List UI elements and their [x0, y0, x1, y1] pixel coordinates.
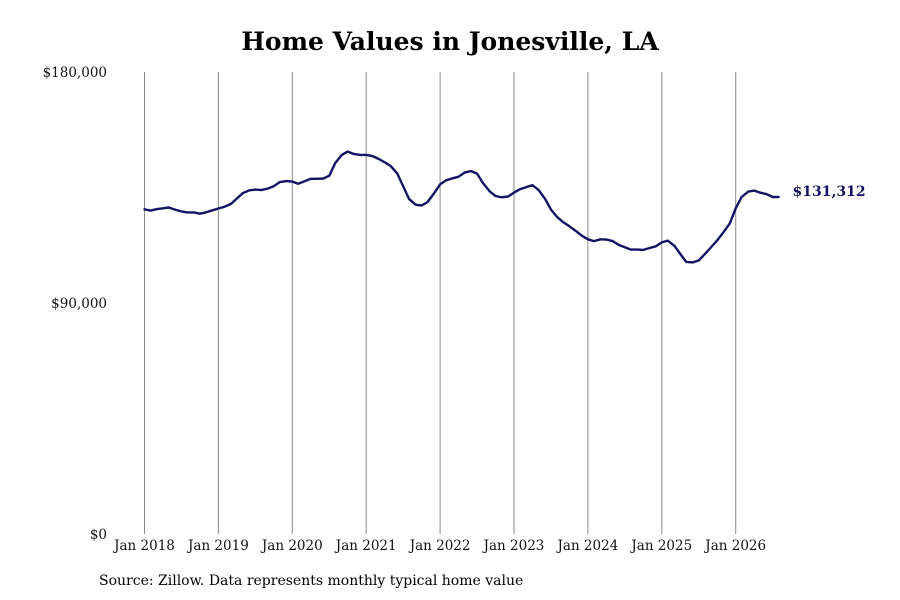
end-value-label: $131,312 [793, 184, 866, 200]
x-tick-label: Jan 2018 [112, 538, 175, 554]
x-tick-label: Jan 2023 [482, 538, 545, 554]
x-tick-label: Jan 2020 [260, 538, 323, 554]
x-tick-label: Jan 2021 [334, 538, 397, 554]
x-tick-label: Jan 2022 [408, 538, 471, 554]
x-tick-label: Jan 2026 [703, 538, 766, 554]
chart-title: Home Values in Jonesville, LA [241, 27, 659, 56]
x-tick-label: Jan 2024 [555, 538, 618, 554]
gridlines [144, 72, 737, 534]
y-tick-label: $0 [90, 527, 107, 543]
y-tick-label: $90,000 [51, 296, 107, 312]
source-note: Source: Zillow. Data represents monthly … [99, 573, 524, 589]
series [143, 150, 780, 264]
y-tick-label: $180,000 [43, 65, 107, 81]
y-axis: $0 $90,000 $180,000 [43, 65, 107, 543]
x-tick-label: Jan 2025 [629, 538, 692, 554]
x-tick-label: Jan 2019 [186, 538, 249, 554]
x-axis: Jan 2018 Jan 2019 Jan 2020 Jan 2021 Jan 2022… [112, 538, 766, 554]
series-line [143, 150, 780, 264]
